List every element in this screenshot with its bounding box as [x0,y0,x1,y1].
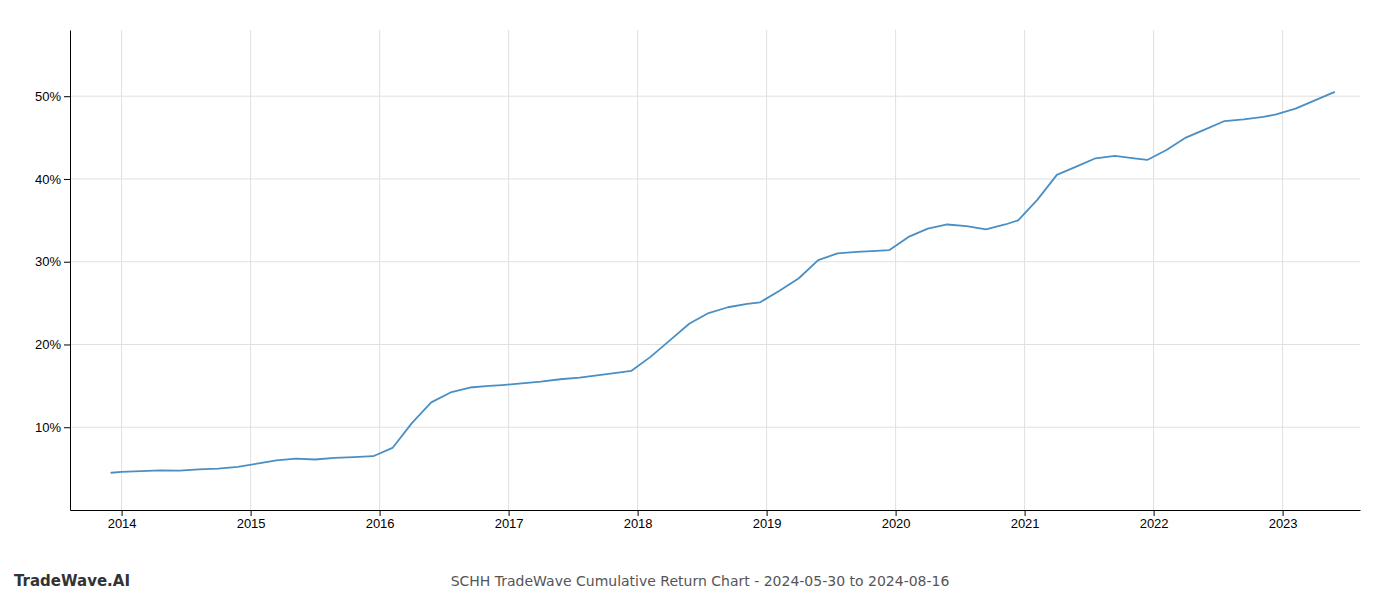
x-tick: 2019 [753,510,782,531]
x-tick: 2023 [1269,510,1298,531]
tick-label: 2020 [882,516,911,531]
tick-mark [64,344,70,345]
tick-mark [509,510,510,516]
tick-mark [122,510,123,516]
tick-mark [1154,510,1155,516]
grid-line [1282,30,1283,510]
grid-line [121,30,122,510]
tick-mark [64,427,70,428]
title: SCHH TradeWave Cumulative Return Chart -… [451,573,950,589]
tick-mark [767,510,768,516]
grid-line [895,30,896,510]
tick-label: 2021 [1011,516,1040,531]
x-tick: 2018 [624,510,653,531]
x-tick: 2016 [366,510,395,531]
tick-mark [896,510,897,516]
grid-line [70,344,1360,345]
tick-label: 2014 [108,516,137,531]
tick-mark [638,510,639,516]
grid-line [70,427,1360,428]
x-tick: 2022 [1140,510,1169,531]
tick-mark [1025,510,1026,516]
tick-label: 2018 [624,516,653,531]
tick-label: 2022 [1140,516,1169,531]
y-axis-line [70,31,71,511]
y-tick: 30% [35,254,70,269]
y-tick: 10% [35,420,70,435]
grid-line [70,261,1360,262]
grid-line [70,178,1360,179]
tick-mark [380,510,381,516]
tick-mark [64,96,70,97]
grid-line [1153,30,1154,510]
tick-label: 40% [35,172,61,187]
tick-label: 2016 [366,516,395,531]
grid-line [637,30,638,510]
tick-label: 30% [35,254,61,269]
tick-label: 2017 [495,516,524,531]
y-tick: 20% [35,337,70,352]
x-axis-line [71,510,1361,511]
tick-label: 50% [35,89,61,104]
tick-mark [64,179,70,180]
tick-label: 10% [35,420,61,435]
plot: 2014 2015 2016 2017 2018 2019 2020 2021 2022 2023… [35,30,1361,531]
line [111,92,1334,473]
y-axis: 10% 20% 30% 40% 50% [35,31,71,511]
tick-label: 2023 [1269,516,1298,531]
grid-line [379,30,380,510]
x-axis: 2014 2015 2016 2017 2018 2019 2020 2021 2022 2023 [71,510,1361,531]
y-tick: 50% [35,89,70,104]
grid-line [508,30,509,510]
tick-mark [251,510,252,516]
tick-label: 2019 [753,516,782,531]
x-tick: 2021 [1011,510,1040,531]
tick-label: 2015 [237,516,266,531]
watermark: TradeWave.AI [14,572,130,590]
marks [111,92,1334,473]
grid [70,30,1360,510]
tick-label: 20% [35,337,61,352]
tick-mark [1283,510,1284,516]
tick-mark [64,262,70,263]
grid-line [250,30,251,510]
chart: 2014 2015 2016 2017 2018 2019 2020 2021 2022 2023… [0,0,1400,600]
grid-line [70,96,1360,97]
grid-line [1024,30,1025,510]
x-tick: 2017 [495,510,524,531]
x-tick: 2020 [882,510,911,531]
x-tick: 2014 [108,510,137,531]
x-tick: 2015 [237,510,266,531]
y-tick: 40% [35,172,70,187]
grid-line [766,30,767,510]
